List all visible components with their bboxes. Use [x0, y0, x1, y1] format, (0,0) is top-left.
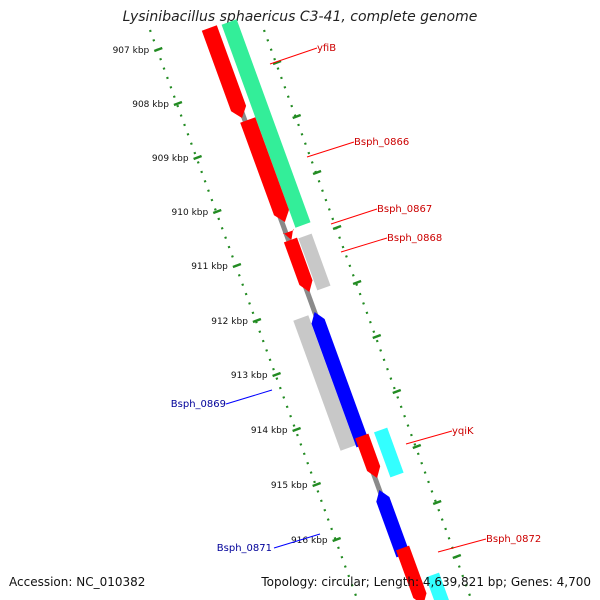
map-title: Lysinibacillus sphaericus C3-41, complet… [122, 9, 478, 25]
gene-arrow-bsph-0867 [282, 228, 294, 240]
label-layer: yfiB Bsph_0866 Bsph_0867 Bsph_0868 Bsph_0869… [171, 43, 541, 554]
gene-label-bsph-0871: Bsph_0871 [217, 543, 272, 554]
kbp-tick-mark [292, 426, 302, 433]
outer-tick-mark [432, 499, 442, 506]
gene-label-yqik: yqiK [452, 426, 474, 437]
tick-layer: 907 kbp 908 kbp 909 kbp 910 kbp 911 kbp 912 k… [113, 46, 462, 560]
kbp-tick-label: 914 kbp [251, 426, 288, 436]
kbp-tick-label: 907 kbp [113, 46, 150, 56]
cyan-feature-block [425, 572, 449, 600]
feature-layer [201, 19, 449, 600]
kbp-tick-label: 913 kbp [231, 371, 268, 381]
leader-line-bsph-0871 [273, 533, 321, 549]
outer-tick-ring [262, 29, 473, 600]
kbp-tick-mark [332, 536, 342, 543]
outer-tick-mark [272, 59, 282, 66]
genome-summary-text: Topology: circular; Length: 4,639,821 bp… [261, 575, 591, 589]
accession-text: Accession: NC_010382 [9, 575, 146, 589]
kbp-tick-mark [212, 208, 222, 215]
kbp-tick-mark [312, 481, 322, 488]
outer-tick-mark [412, 443, 422, 450]
gene-label-bsph-0872: Bsph_0872 [486, 534, 541, 545]
gray-feature-block [293, 315, 356, 451]
gene-arrow-bsph-0871 [376, 490, 410, 558]
gene-arrow-bsph-0872 [396, 545, 427, 600]
outer-tick-mark [332, 224, 342, 231]
gene-arrow-yfib [201, 25, 247, 118]
gene-arrow-yqik [355, 433, 381, 478]
kbp-tick-label: 916 kbp [291, 536, 328, 546]
kbp-tick-label: 908 kbp [132, 100, 169, 110]
kbp-tick-mark [173, 100, 183, 107]
gene-label-bsph-0867: Bsph_0867 [377, 204, 432, 215]
map-background-layer [85, 25, 489, 600]
kbp-tick-mark [272, 371, 282, 378]
gray-feature-block [298, 233, 331, 291]
inner-tick-ring [148, 29, 359, 600]
gene-label-yfib: yfiB [317, 43, 336, 54]
kbp-tick-mark [232, 262, 242, 269]
kbp-tick-label: 911 kbp [191, 262, 228, 272]
gene-arrow-bsph-0868 [283, 237, 313, 292]
kbp-tick-label: 915 kbp [271, 481, 308, 491]
leader-line-bsph-0866 [306, 141, 355, 158]
kbp-tick-label: 910 kbp [172, 208, 209, 218]
gene-arrow-bsph-0866 [240, 117, 289, 222]
gene-label-bsph-0866: Bsph_0866 [354, 137, 409, 148]
map-band [85, 25, 489, 600]
kbp-tick-mark [252, 317, 262, 324]
kbp-tick-label: 912 kbp [211, 317, 248, 327]
gene-label-bsph-0868: Bsph_0868 [387, 233, 442, 244]
gene-arrow-bsph-0869 [311, 312, 370, 448]
outer-tick-mark [452, 553, 462, 560]
cyan-feature-block [374, 427, 404, 478]
outer-tick-mark [352, 279, 362, 286]
leader-line-bsph-0869 [225, 389, 273, 405]
outer-tick-mark [292, 113, 302, 120]
kbp-tick-label: 909 kbp [152, 154, 189, 164]
leader-line-bsph-0867 [330, 208, 378, 225]
green-feature-block [221, 19, 311, 228]
kbp-tick-mark [153, 46, 163, 53]
outer-tick-mark [372, 333, 382, 340]
outer-tick-mark [312, 169, 322, 176]
gene-label-bsph-0869: Bsph_0869 [171, 399, 226, 410]
leader-line-bsph-0872 [437, 538, 487, 553]
leader-line-yqik [405, 430, 453, 445]
outer-tick-mark [392, 388, 402, 395]
leader-line-bsph-0868 [340, 237, 388, 253]
leader-line-yfib [269, 47, 318, 65]
kbp-tick-mark [193, 154, 203, 161]
